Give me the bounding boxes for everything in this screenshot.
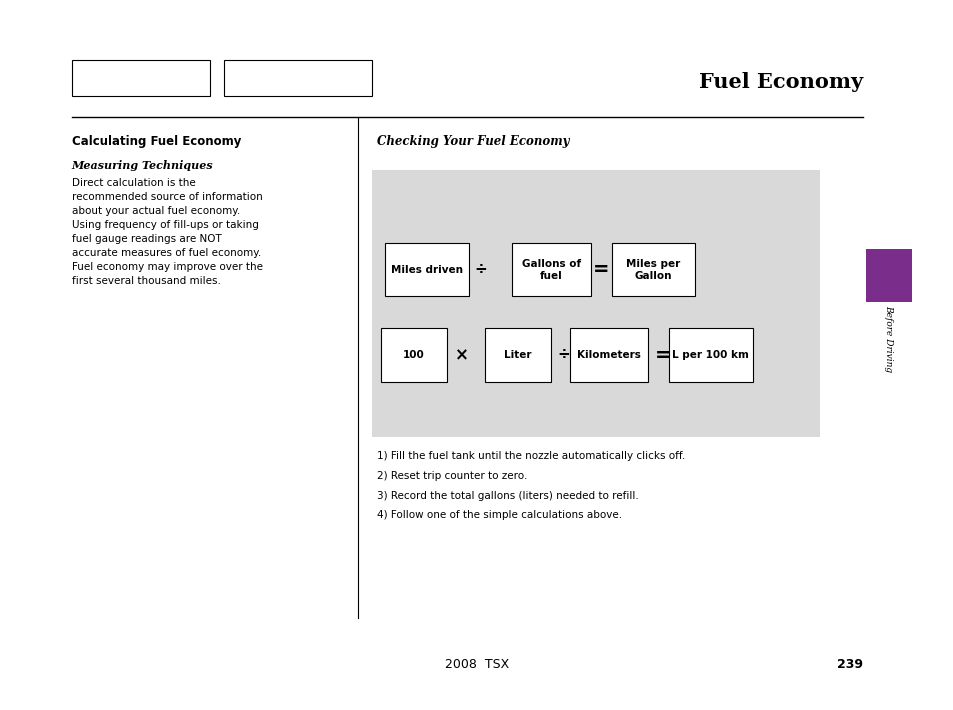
Text: =: = (592, 261, 609, 279)
Text: Miles per
Gallon: Miles per Gallon (626, 259, 679, 280)
Text: ÷: ÷ (474, 262, 487, 278)
Bar (611, 243, 695, 297)
Text: 1) Fill the fuel tank until the nozzle automatically clicks off.: 1) Fill the fuel tank until the nozzle a… (376, 451, 684, 461)
Text: 3) Record the total gallons (liters) needed to refill.: 3) Record the total gallons (liters) nee… (376, 491, 638, 501)
Bar (512, 243, 590, 297)
Text: Checking Your Fuel Economy: Checking Your Fuel Economy (376, 135, 569, 148)
Bar (224, 60, 372, 96)
Bar (380, 328, 447, 382)
Text: ÷: ÷ (557, 347, 570, 363)
Bar (865, 248, 911, 302)
Text: Before Driving: Before Driving (883, 305, 893, 373)
Bar (668, 328, 752, 382)
Bar (569, 328, 647, 382)
Text: Gallons of
fuel: Gallons of fuel (521, 259, 580, 280)
Text: 2008  TSX: 2008 TSX (444, 658, 509, 671)
Text: 2) Reset trip counter to zero.: 2) Reset trip counter to zero. (376, 471, 527, 481)
Text: Direct calculation is the
recommended source of information
about your actual fu: Direct calculation is the recommended so… (71, 178, 262, 285)
Text: Calculating Fuel Economy: Calculating Fuel Economy (71, 135, 241, 148)
Text: 4) Follow one of the simple calculations above.: 4) Follow one of the simple calculations… (376, 510, 621, 520)
Text: 239: 239 (837, 658, 862, 671)
Text: Kilometers: Kilometers (577, 350, 639, 360)
Text: 100: 100 (403, 350, 424, 360)
Text: L per 100 km: L per 100 km (672, 350, 748, 360)
Text: Liter: Liter (504, 350, 531, 360)
Bar (484, 328, 551, 382)
Bar (372, 170, 820, 437)
Text: Measuring Techniques: Measuring Techniques (71, 160, 213, 170)
Bar (385, 243, 469, 297)
Text: =: = (654, 346, 671, 364)
Text: Miles driven: Miles driven (391, 265, 463, 275)
Text: Fuel Economy: Fuel Economy (699, 72, 862, 92)
Text: ×: × (455, 346, 468, 364)
Bar (71, 60, 210, 96)
